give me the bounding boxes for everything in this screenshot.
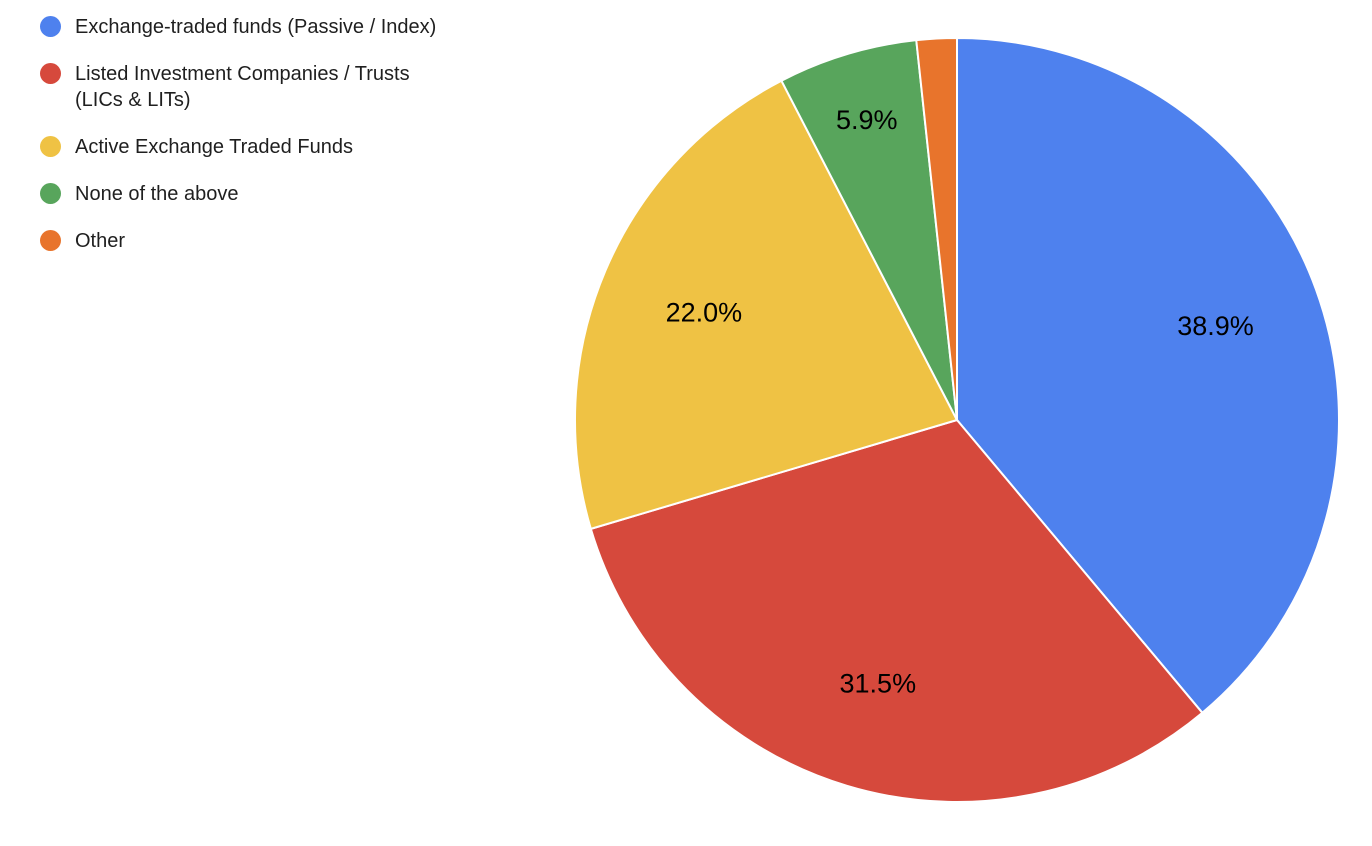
pie-slice-1: [956, 36, 1340, 715]
legend-swatch-icon: [40, 16, 61, 37]
legend-label: Other: [75, 230, 126, 252]
slice-label-3: 22.0%: [666, 297, 743, 327]
legend-swatch-icon: [40, 230, 61, 251]
legend-item-3: Active Exchange Traded Funds: [40, 134, 436, 160]
legend-label: Exchange-traded funds (Passive / Index): [75, 16, 437, 38]
legend-item-5: Other: [40, 228, 436, 254]
pie-slice-5: [915, 36, 958, 421]
slice-label-2: 31.5%: [840, 668, 917, 698]
legend-label: Listed Investment Companies / Trusts (LIC…: [75, 63, 410, 111]
legend-item-1: Exchange-traded funds (Passive / Index): [40, 14, 436, 40]
slice-label-4: 5.9%: [836, 105, 898, 135]
legend-swatch-icon: [40, 63, 61, 84]
legend-swatch-icon: [40, 136, 61, 157]
legend-item-2: Listed Investment Companies / Trusts (LIC…: [40, 61, 436, 113]
slice-label-1: 38.9%: [1177, 311, 1254, 341]
legend-swatch-icon: [40, 183, 61, 204]
legend-item-4: None of the above: [40, 181, 436, 207]
legend: Exchange-traded funds (Passive / Index) L…: [40, 14, 436, 254]
pie-slice-3: [573, 79, 959, 531]
pie-slice-2: [589, 418, 1204, 803]
legend-label: Active Exchange Traded Funds: [75, 136, 353, 158]
pie-slice-4: [780, 39, 958, 421]
legend-label: None of the above: [75, 183, 239, 205]
